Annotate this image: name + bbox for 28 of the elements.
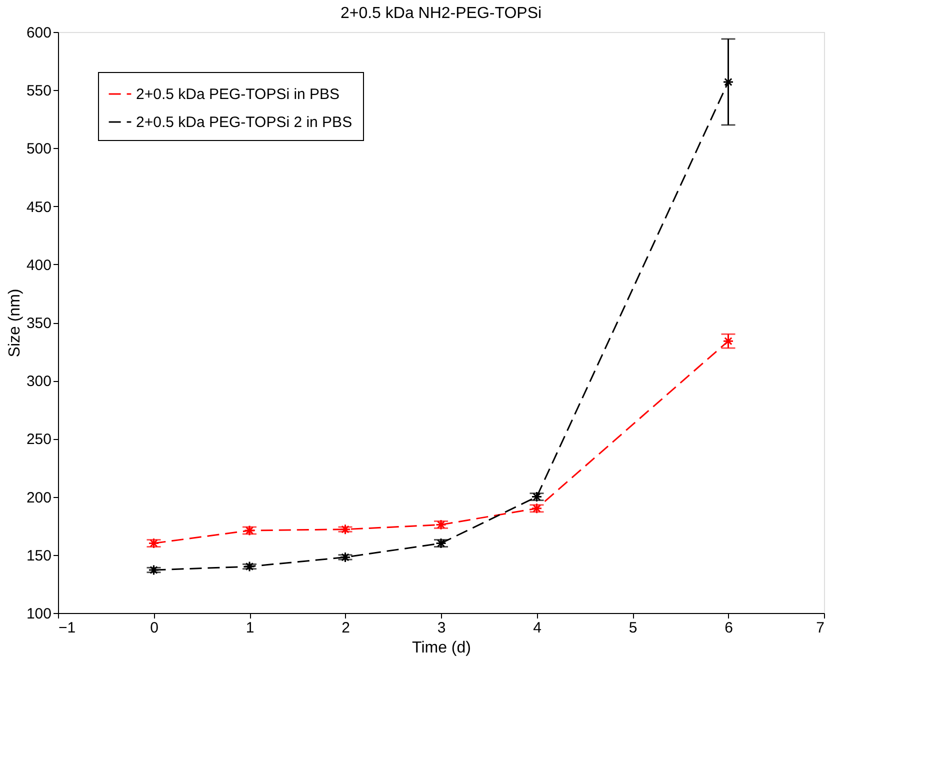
x-tick-label: 6 [724, 620, 733, 636]
y-tick-label: 500 [26, 140, 52, 158]
y-tick-label: 150 [26, 547, 52, 564]
x-tick-label: 0 [150, 620, 158, 636]
y-tick-label: 600 [26, 24, 52, 42]
x-tick-label: 3 [437, 620, 446, 636]
x-tick-label: 2 [342, 620, 350, 636]
y-tick-label: 300 [26, 373, 52, 390]
y-tick-label: 400 [26, 256, 52, 274]
x-axis-title: Time (d) [412, 640, 471, 656]
point [340, 552, 351, 563]
legend-label: 2+0.5 kDa PEG-TOPSi 2 in PBS [136, 114, 352, 131]
y-tick-label: 550 [26, 82, 52, 100]
chart-title: 2+0.5 kDa NH2-PEG-TOPSi [340, 5, 542, 22]
x-tick-label: 5 [628, 620, 638, 636]
legend-label: 2+0.5 kDa PEG-TOPSi in PBS [136, 86, 340, 103]
y-tick-label: 350 [26, 315, 52, 332]
y-tick-label: 200 [26, 489, 52, 506]
y-tick-label: 450 [26, 198, 52, 216]
point [244, 561, 255, 572]
y-tick-label: 100 [26, 606, 52, 622]
y-axis-title: Size (nm) [6, 288, 24, 358]
x-tick-label: 1 [246, 620, 254, 636]
x-tick-label: 7 [816, 620, 824, 636]
x-tick-label: 4 [533, 620, 542, 636]
point [340, 524, 351, 535]
x-tick-label: −1 [58, 620, 76, 636]
y-tick-label: 250 [26, 431, 52, 448]
